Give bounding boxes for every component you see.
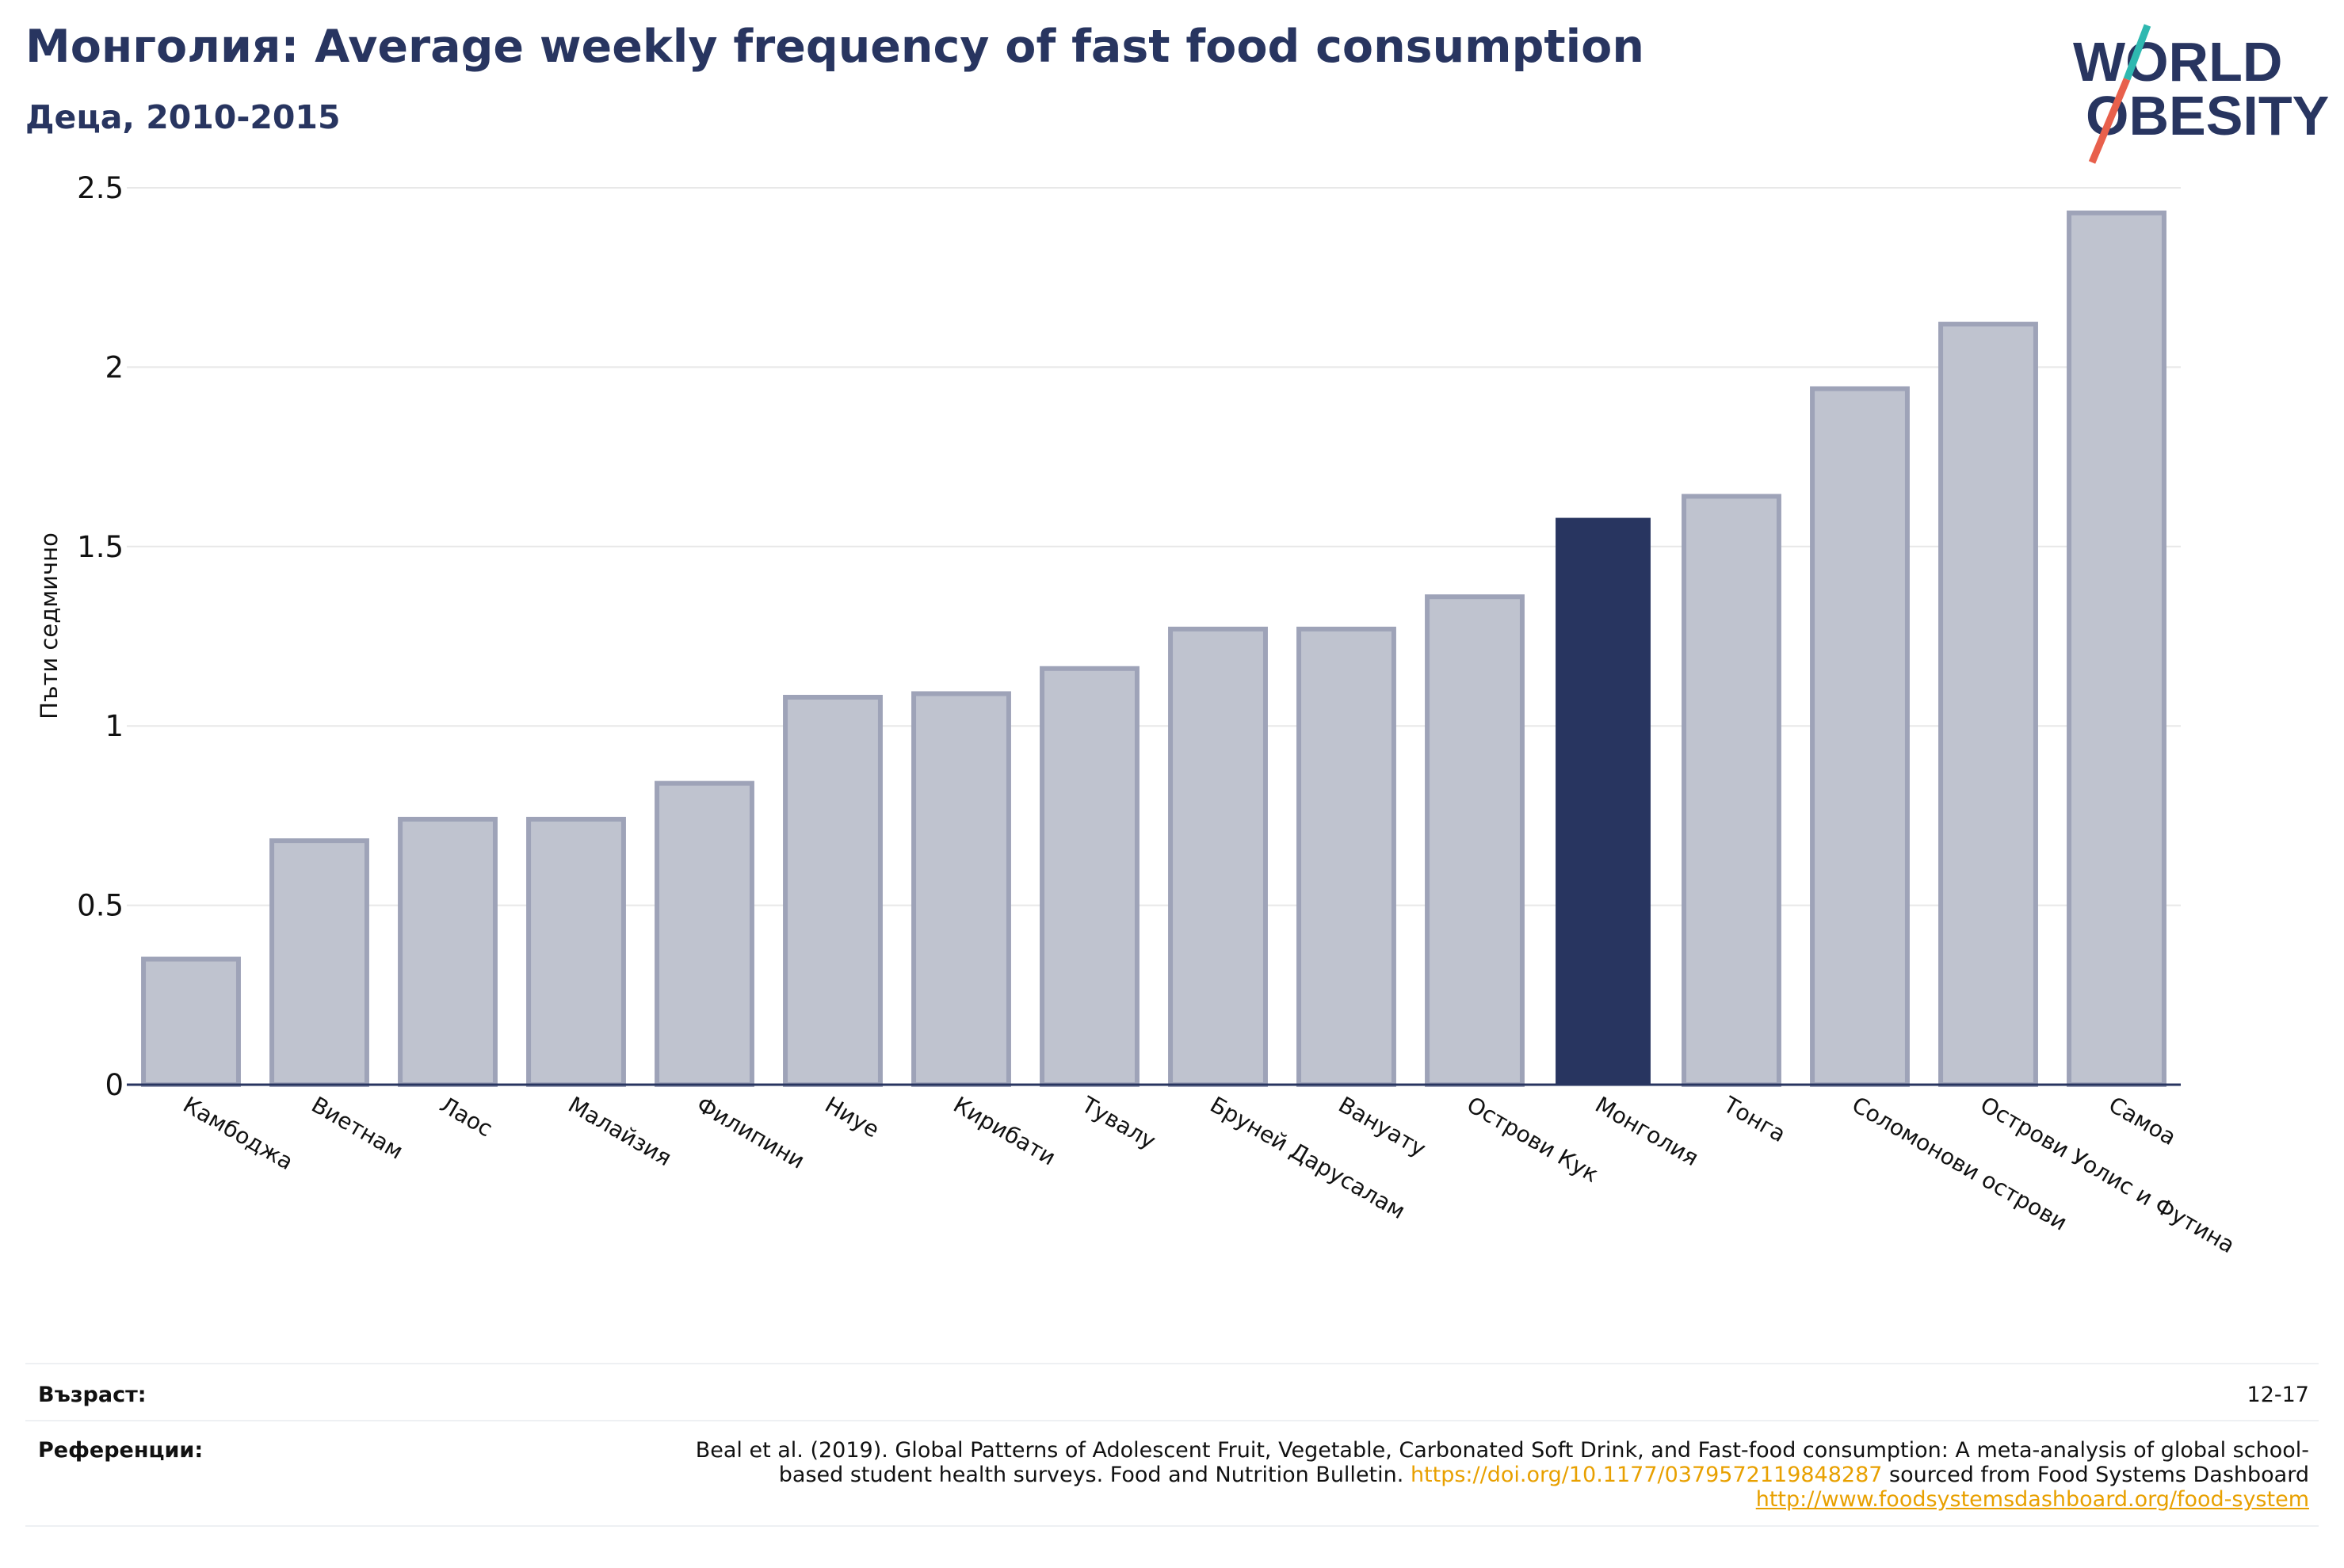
bar bbox=[1168, 626, 1268, 1087]
footer-divider-bottom bbox=[25, 1525, 2319, 1527]
references-text: Beal et al. (2019). Global Patterns of A… bbox=[645, 1438, 2309, 1512]
x-tick-label: Тувалу bbox=[1077, 1091, 1161, 1154]
bar bbox=[1556, 517, 1651, 1085]
bar bbox=[1682, 494, 1781, 1087]
bar bbox=[911, 691, 1011, 1087]
x-tick-label: Лаос bbox=[436, 1091, 498, 1142]
y-axis-ticks: 0 0.5 1 1.5 2 2.5 bbox=[77, 171, 124, 1102]
x-tick-label: Вануату bbox=[1334, 1091, 1431, 1162]
bar bbox=[2067, 210, 2166, 1087]
bar bbox=[269, 838, 369, 1087]
x-tick-label: Соломонови острови bbox=[1848, 1091, 2072, 1235]
x-tick-label: Камбоджа bbox=[179, 1091, 298, 1175]
bar bbox=[1296, 626, 1396, 1087]
bar bbox=[1040, 666, 1140, 1087]
references-source: sourced from Food Systems Dashboard bbox=[1889, 1463, 2309, 1487]
bar bbox=[655, 780, 754, 1087]
doi-link[interactable]: https://doi.org/10.1177/0379572119848287 bbox=[1410, 1463, 1883, 1487]
food-systems-link[interactable]: http://www.foodsystemsdashboard.org/food… bbox=[1755, 1487, 2309, 1512]
svg-text:WORLD: WORLD bbox=[2073, 31, 2282, 93]
footer-divider-top bbox=[25, 1363, 2319, 1364]
y-tick-label: 1.5 bbox=[77, 530, 124, 564]
x-tick-label: Самоа bbox=[2105, 1091, 2181, 1150]
x-axis-labels: Камбоджа Виетнам Лаос Малайзия Филипини Ниуе К… bbox=[179, 1091, 2239, 1258]
references-citation: Beal et al. (2019). Global Patterns of A… bbox=[695, 1438, 2309, 1487]
bar bbox=[1938, 322, 2038, 1087]
x-tick-label: Виетнам bbox=[307, 1091, 408, 1164]
footer-divider-middle bbox=[25, 1420, 2319, 1421]
x-tick-label: Кирибати bbox=[949, 1091, 1060, 1170]
x-tick-label: Малайзия bbox=[564, 1091, 677, 1171]
world-obesity-logo: WORLD OBESITY bbox=[2073, 24, 2329, 164]
y-tick-label: 1 bbox=[105, 709, 124, 743]
chart-subtitle: Деца, 2010-2015 bbox=[25, 98, 341, 136]
age-label: Възраст: bbox=[38, 1383, 147, 1407]
y-axis-label: Пъти седмично bbox=[36, 532, 63, 719]
x-tick-label: Ниуе bbox=[821, 1091, 884, 1143]
y-tick-label: 2 bbox=[105, 350, 124, 384]
bar bbox=[1425, 594, 1525, 1087]
bars bbox=[141, 210, 2166, 1088]
age-value: 12-17 bbox=[2247, 1383, 2309, 1407]
x-tick-label: Монголия bbox=[1591, 1091, 1704, 1171]
y-tick-label: 2.5 bbox=[77, 171, 124, 205]
x-tick-label: Тонга bbox=[1719, 1091, 1790, 1147]
bar bbox=[783, 694, 883, 1087]
y-tick-label: 0.5 bbox=[77, 889, 124, 923]
references-label: Референции: bbox=[38, 1438, 204, 1463]
svg-text:OBESITY: OBESITY bbox=[2086, 85, 2329, 147]
chart-title: Монголия: Average weekly frequency of fa… bbox=[25, 21, 1644, 73]
bar bbox=[141, 956, 241, 1088]
x-tick-label: Филипини bbox=[693, 1091, 810, 1173]
x-tick-label: Острови Кук bbox=[1463, 1091, 1603, 1187]
bar bbox=[526, 816, 626, 1087]
bar-chart: 0 0.5 1 1.5 2 2.5 Камбоджа Виетнам Лаос Малайзия… bbox=[36, 171, 2239, 1258]
y-tick-label: 0 bbox=[105, 1068, 124, 1102]
x-tick-label: Острови Уолис и Футина bbox=[1976, 1091, 2239, 1258]
bar bbox=[398, 816, 498, 1087]
bar bbox=[1810, 386, 1910, 1087]
